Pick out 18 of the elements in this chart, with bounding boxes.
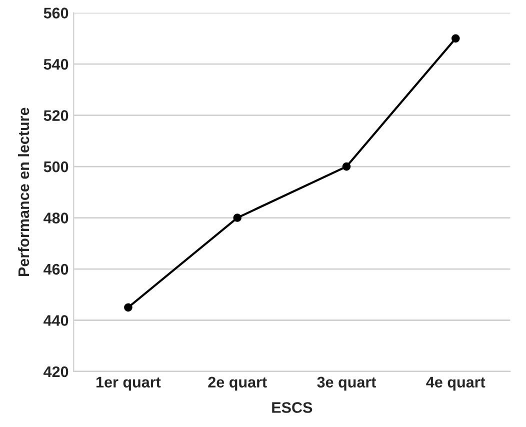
- y-axis-title: Performance en lecture: [18, 108, 30, 276]
- y-tick-label: 540: [44, 58, 68, 70]
- x-axis-title: ESCS: [272, 402, 312, 413]
- x-tick-label: 1er quart: [96, 376, 161, 391]
- y-tick-label: 520: [44, 110, 68, 121]
- y-tick-label: 500: [44, 161, 68, 172]
- point: [342, 162, 351, 171]
- x-tick-label: 4e quart: [426, 376, 486, 391]
- x-tick-label: 3e quart: [317, 376, 376, 391]
- y-tick-label: 560: [44, 8, 68, 18]
- y-tick-label: 440: [44, 315, 68, 326]
- point: [124, 303, 132, 312]
- point: [233, 214, 242, 222]
- y-tick-label: 420: [44, 366, 68, 378]
- x-tick-label: 2e quart: [208, 376, 267, 391]
- y-tick-label: 460: [44, 264, 68, 275]
- point: [451, 34, 460, 43]
- y-tick-label: 480: [44, 212, 68, 224]
